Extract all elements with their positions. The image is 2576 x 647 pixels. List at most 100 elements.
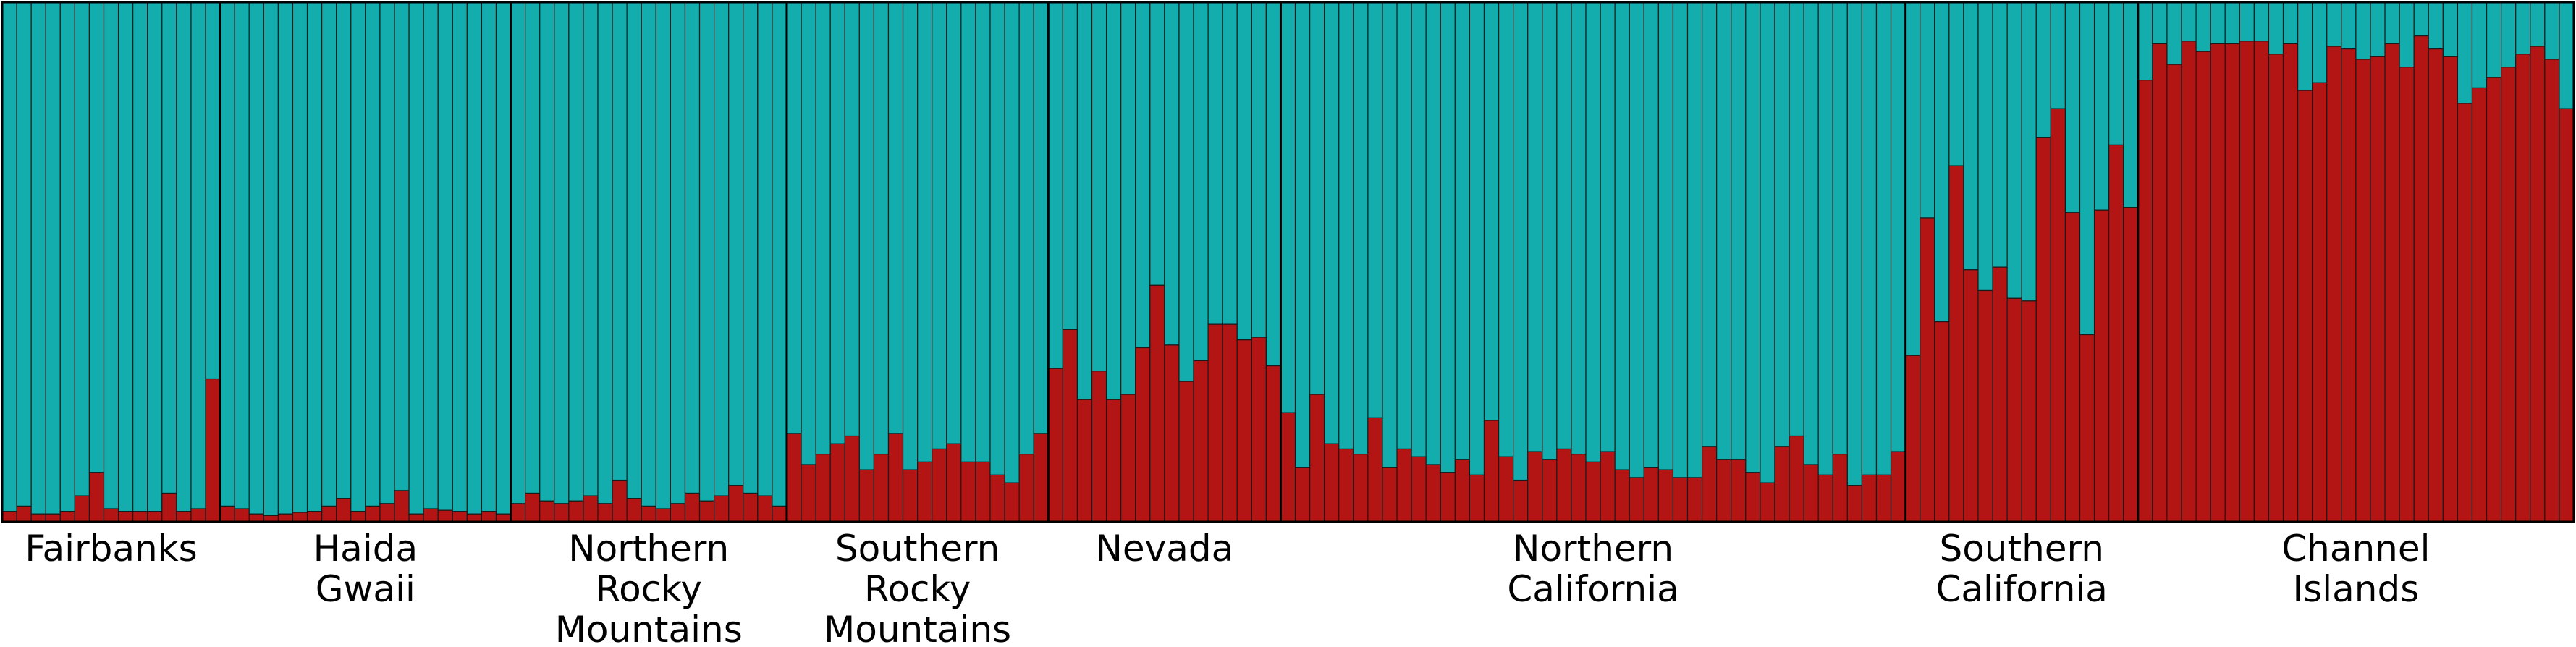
bar-cluster-1-0-12 [176,511,192,523]
bar-cluster-1-3-6 [873,454,890,523]
bar-cluster-1-5-41 [1875,474,1892,523]
bar-cluster-2-7-0 [2137,1,2153,81]
bar-cluster-2-0-14 [205,1,221,380]
bar-cluster-1-0-11 [161,492,177,523]
bar-cluster-1-3-4 [844,435,860,523]
bar-cluster-2-7-9 [2268,1,2284,55]
bar-cluster-2-5-14 [1483,1,1500,421]
bar-cluster-1-6-13 [2093,209,2110,523]
bar-cluster-1-0-1 [16,505,32,523]
bar-cluster-2-3-8 [902,1,919,470]
bar-cluster-2-5-17 [1527,1,1543,452]
bar-cluster-1-7-1 [2152,43,2168,523]
group-label-line: Mountains [824,609,1011,647]
group-label-haida-gwaii: Haida Gwaii [313,528,418,610]
bar-cluster-2-2-11 [670,1,686,504]
bar-cluster-1-3-12 [960,461,976,523]
bar-cluster-2-3-6 [873,1,890,455]
bar-cluster-1-4-6 [1135,347,1151,523]
bar-cluster-2-6-6 [1992,1,2008,268]
bar-cluster-2-1-14 [423,1,439,509]
bar-cluster-1-5-2 [1309,394,1325,523]
bar-cluster-1-2-10 [655,508,671,523]
bar-cluster-1-6-0 [1905,355,1921,523]
bar-cluster-2-2-12 [684,1,701,494]
bar-cluster-2-5-0 [1280,1,1296,413]
bar-cluster-1-1-13 [408,513,424,523]
bar-cluster-1-5-35 [1789,435,1804,523]
bar-cluster-1-3-15 [1004,482,1020,523]
bar-cluster-2-5-38 [1832,1,1848,455]
bar-cluster-1-5-28 [1686,477,1703,523]
bar-cluster-2-5-2 [1309,1,1325,395]
bar-cluster-2-1-10 [365,1,381,507]
bar-cluster-1-0-8 [117,511,134,523]
bar-cluster-2-4-7 [1149,1,1165,286]
bar-cluster-1-7-25 [2501,67,2517,523]
bar-cluster-1-3-1 [801,464,816,523]
bar-cluster-1-5-7 [1382,467,1398,523]
bar-cluster-1-6-3 [1948,165,1964,523]
bar-cluster-2-3-15 [1004,1,1020,483]
bar-cluster-1-7-16 [2370,56,2386,523]
bar-cluster-1-7-18 [2399,67,2415,523]
bar-cluster-2-5-8 [1396,1,1412,450]
bar-cluster-1-2-4 [568,500,584,523]
bar-cluster-1-1-10 [365,505,381,523]
bar-cluster-2-7-20 [2428,1,2444,50]
bar-cluster-2-4-4 [1105,1,1122,400]
bar-cluster-2-7-29 [2559,1,2575,109]
bar-cluster-2-6-12 [2079,1,2095,336]
bar-cluster-2-7-18 [2399,1,2415,68]
bar-cluster-2-5-1 [1294,1,1311,468]
bar-cluster-1-3-8 [902,469,919,523]
group-label-line: Channel [2281,528,2430,570]
bar-cluster-2-5-34 [1774,1,1790,447]
bar-cluster-1-1-12 [394,490,410,523]
bar-cluster-1-6-9 [2035,137,2051,523]
bar-cluster-1-7-24 [2486,77,2502,523]
bar-cluster-1-5-38 [1832,454,1848,523]
group-label-line: Rocky [596,568,702,610]
bar-cluster-1-3-17 [1033,433,1049,523]
bar-cluster-2-1-3 [263,1,279,516]
bar-cluster-1-2-13 [698,500,715,523]
bar-cluster-1-4-3 [1091,371,1107,523]
group-label-line: Northern [568,528,729,570]
bar-cluster-1-2-7 [612,479,628,523]
bar-cluster-2-5-21 [1585,1,1601,463]
bar-cluster-1-4-15 [1265,365,1282,523]
bar-cluster-2-5-19 [1556,1,1572,450]
bar-cluster-2-3-4 [844,1,860,437]
bar-cluster-1-4-1 [1062,329,1078,523]
bar-cluster-1-2-12 [684,492,701,523]
bar-cluster-2-1-1 [234,1,250,509]
bar-cluster-2-7-6 [2224,1,2240,45]
bar-cluster-2-1-0 [219,1,235,507]
bar-cluster-2-3-17 [1033,1,1049,434]
bar-cluster-2-1-5 [292,1,308,513]
bar-cluster-2-7-4 [2195,1,2211,52]
bar-cluster-1-7-23 [2471,87,2488,523]
bar-cluster-1-5-33 [1760,482,1775,523]
bar-cluster-2-5-11 [1440,1,1456,473]
bar-cluster-2-5-25 [1643,1,1659,468]
bar-cluster-2-2-16 [743,1,759,494]
bar-cluster-2-0-12 [176,1,192,512]
bar-cluster-2-5-22 [1600,1,1616,452]
bar-cluster-2-7-3 [2181,1,2197,42]
bar-cluster-1-5-8 [1396,448,1412,523]
bars-layer [1,1,2575,523]
bar-cluster-1-3-5 [858,469,875,523]
bar-cluster-1-7-13 [2326,46,2342,523]
bar-cluster-2-7-27 [2530,1,2546,47]
bar-cluster-1-7-6 [2224,43,2240,523]
bar-cluster-2-0-11 [161,1,177,494]
bar-cluster-1-7-2 [2166,64,2182,523]
bar-cluster-2-5-42 [1890,1,1906,452]
bar-cluster-2-0-6 [88,1,105,473]
bar-cluster-2-4-1 [1062,1,1078,330]
bar-cluster-2-5-35 [1789,1,1804,437]
bar-cluster-2-6-5 [1977,1,1993,292]
